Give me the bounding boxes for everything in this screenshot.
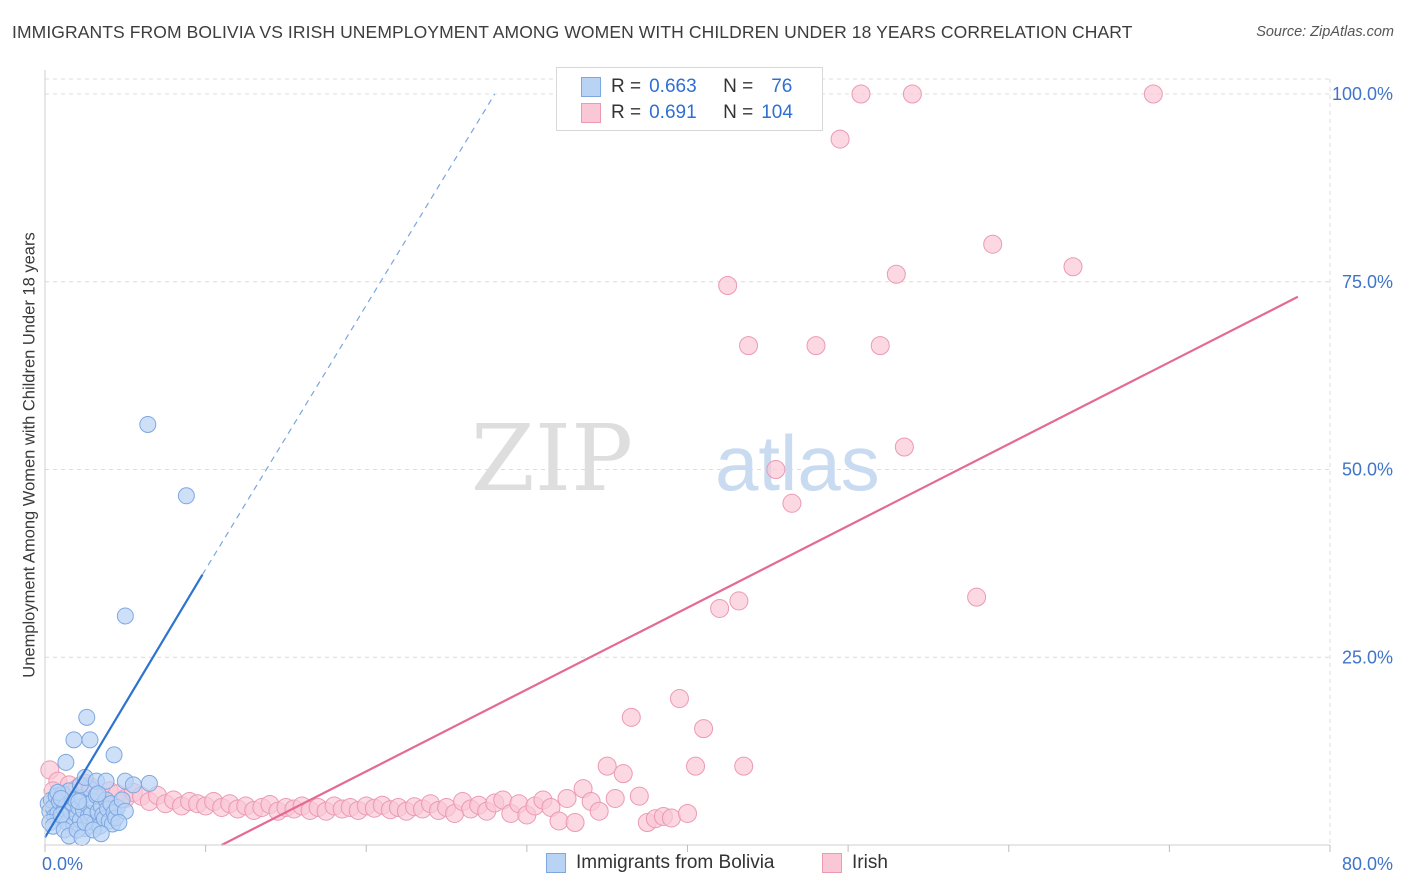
irish-point: [597, 756, 617, 776]
legend-r-label: R =: [611, 102, 642, 123]
bolivia-point: [116, 607, 134, 625]
irish-point: [710, 598, 730, 618]
irish-point: [565, 812, 585, 832]
legend-n-value-bolivia: 76: [771, 76, 793, 97]
irish-point: [1063, 257, 1083, 277]
irish-point: [669, 689, 689, 709]
bolivia-point: [78, 708, 96, 726]
irish-point: [734, 756, 754, 776]
bolivia-point: [97, 772, 115, 790]
bolivia-point: [81, 731, 99, 749]
legend-n-value-irish: 104: [761, 102, 793, 123]
trend-lines: [44, 93, 1299, 846]
bolivia-trend-extension: [201, 93, 496, 575]
legend-r-value-irish: 0.691: [649, 102, 697, 123]
irish-point: [806, 336, 826, 356]
watermark: ZIP atlas: [471, 405, 880, 512]
irish-point: [870, 336, 890, 356]
irish-point: [589, 801, 609, 821]
bolivia-point: [89, 785, 107, 803]
irish-point: [605, 788, 625, 808]
correlation-legend: R = 0.663 N = 76 R = 0.691 N = 104: [556, 67, 823, 131]
irish-point: [629, 786, 649, 806]
series-swatch-pink: [822, 853, 842, 873]
irish-point: [694, 719, 714, 739]
legend-r-label: R =: [611, 76, 642, 97]
legend-swatch-blue: [581, 77, 601, 97]
irish-point: [678, 803, 697, 823]
irish-point: [613, 764, 633, 784]
legend-row-irish: R = 0.691 N = 104: [581, 101, 793, 125]
bolivia-point: [70, 792, 88, 810]
y-tick-label: 50.0%: [1342, 460, 1393, 480]
irish-point: [729, 591, 749, 611]
irish-point: [549, 811, 569, 831]
irish-point: [967, 587, 987, 607]
irish-point: [886, 264, 906, 284]
irish-point: [902, 84, 922, 104]
irish-trend-line: [221, 295, 1299, 846]
series-legend: Immigrants from Bolivia Irish: [0, 852, 1406, 876]
series-legend-item-bolivia[interactable]: Immigrants from Bolivia: [546, 852, 775, 874]
legend-r-value-bolivia: 0.663: [649, 76, 697, 97]
bolivia-point: [57, 753, 75, 771]
y-tick-label: 100.0%: [1332, 84, 1393, 104]
bolivia-point: [177, 487, 195, 505]
irish-point: [557, 788, 577, 808]
bolivia-trend-line: [44, 574, 204, 839]
series-legend-label-irish: Irish: [852, 852, 888, 873]
legend-swatch-pink: [581, 103, 601, 123]
legend-row-bolivia: R = 0.663 N = 76: [581, 75, 792, 99]
bolivia-point: [124, 776, 142, 794]
y-tick-label: 75.0%: [1342, 272, 1393, 292]
source-label: Source: ZipAtlas.com: [1256, 24, 1394, 40]
bolivia-point: [139, 415, 157, 433]
irish-point: [983, 234, 1003, 254]
bolivia-point: [140, 774, 158, 792]
irish-point: [621, 707, 641, 727]
series-legend-item-irish[interactable]: Irish: [822, 852, 888, 874]
watermark-atlas-text: atlas: [715, 419, 880, 507]
x-tick-label-min: 0.0%: [42, 854, 83, 874]
irish-point: [851, 84, 871, 104]
irish-point: [894, 437, 914, 457]
legend-n-label: N =: [723, 76, 754, 97]
irish-point: [766, 460, 786, 480]
bolivia-point: [52, 789, 70, 807]
irish-point: [1143, 84, 1163, 104]
irish-point: [661, 808, 681, 828]
series-legend-label-bolivia: Immigrants from Bolivia: [576, 852, 775, 873]
bolivia-point: [105, 746, 123, 764]
irish-point: [830, 129, 850, 149]
y-tick-label: 25.0%: [1342, 647, 1393, 667]
bolivia-point: [110, 813, 128, 831]
legend-n-label: N =: [723, 102, 754, 123]
irish-point: [739, 336, 759, 356]
y-axis-label: Unemployment Among Women with Children U…: [20, 232, 39, 678]
x-tick-label-max: 80.0%: [1342, 854, 1393, 874]
grid-layer: [45, 78, 1331, 845]
watermark-zip-text: ZIP: [471, 405, 633, 512]
bolivia-point: [65, 731, 83, 749]
irish-point: [782, 493, 802, 513]
irish-point: [686, 756, 706, 776]
axis-layer: 25.0% 50.0% 75.0% 100.0% 0.0% 80.0%: [42, 70, 1393, 874]
chart-title: IMMIGRANTS FROM BOLIVIA VS IRISH UNEMPLO…: [12, 22, 1133, 42]
series-swatch-blue: [546, 853, 566, 873]
bolivia-point: [92, 825, 110, 843]
irish-point: [718, 276, 738, 296]
